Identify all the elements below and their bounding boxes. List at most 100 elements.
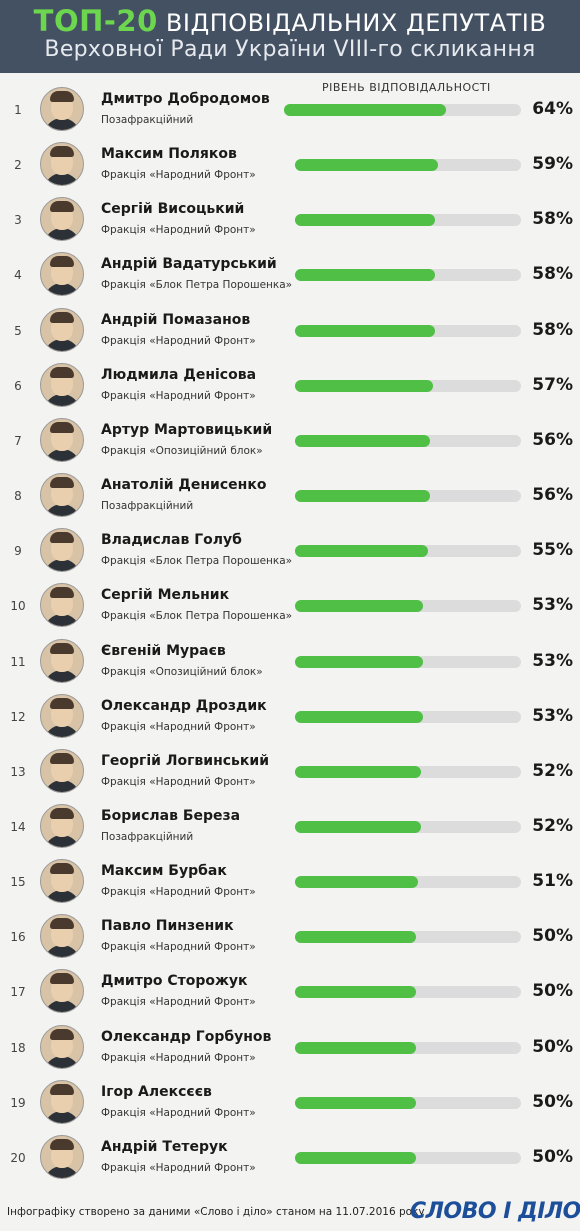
avatar-hair: [50, 91, 74, 102]
deputy-name: Андрій Вадатурський: [101, 256, 277, 273]
bar-fill: [295, 214, 436, 227]
bar-track: [295, 820, 521, 833]
avatar: [40, 693, 84, 738]
bar-track: [295, 269, 521, 282]
rank-number: 4: [14, 268, 22, 283]
rank-number: 10: [10, 599, 26, 614]
avatar-hair: [50, 311, 74, 323]
rank-number: 11: [10, 654, 26, 669]
deputy-name: Дмитро Сторожук: [101, 973, 248, 990]
deputy-faction: Фракція «Блок Петра Порошенка»: [101, 279, 293, 292]
rank-number: 12: [10, 709, 26, 724]
avatar: [40, 803, 84, 848]
ranking-row: 5 Андрій Помазанов Фракція «Народний Фронт…: [0, 303, 580, 358]
avatar: [40, 362, 84, 407]
title-accent: ТОП-20: [33, 4, 158, 38]
avatar: [40, 197, 84, 242]
avatar: [40, 914, 84, 959]
bar-fill: [295, 545, 428, 558]
deputy-faction: Фракція «Народний Фронт»: [101, 996, 256, 1009]
bar-fill: [295, 765, 421, 778]
rank-number: 5: [14, 323, 22, 338]
avatar-hair: [50, 201, 74, 213]
value-label: 50%: [532, 1091, 573, 1112]
deputy-name: Борислав Береза: [101, 807, 241, 824]
bar-track: [295, 379, 521, 392]
deputy-faction: Фракція «Народний Фронт»: [101, 389, 256, 402]
value-label: 53%: [532, 650, 573, 671]
deputy-faction: Фракція «Народний Фронт»: [101, 224, 256, 237]
bar-fill: [295, 269, 436, 282]
value-label: 58%: [532, 209, 573, 230]
value-label: 51%: [532, 871, 573, 892]
avatar-body: [44, 1165, 80, 1178]
rank-number: 2: [14, 158, 22, 173]
value-label: 52%: [532, 815, 573, 836]
title-rest: ВІДПОВІДАЛЬНИХ ДЕПУТАТІВ: [165, 9, 547, 37]
bar-track: [295, 1096, 521, 1109]
avatar-hair: [50, 807, 74, 819]
bar-fill: [295, 820, 421, 833]
avatar-hair: [50, 752, 74, 764]
value-label: 50%: [532, 926, 573, 947]
rank-number: 20: [10, 1150, 26, 1165]
bar-fill: [295, 324, 436, 337]
avatar-body: [44, 118, 80, 130]
avatar-body: [44, 173, 80, 186]
deputy-name: Максим Поляков: [101, 146, 237, 163]
deputy-name: Павло Пинзеник: [101, 918, 234, 935]
avatar-body: [44, 338, 80, 351]
avatar-hair: [50, 642, 74, 654]
deputy-name: Євгеній Мураєв: [101, 642, 226, 659]
page-subtitle: Верховної Ради України VIII-го скликання: [44, 37, 536, 62]
ranking-row: 17 Дмитро Сторожук Фракція «Народний Фронт…: [0, 964, 580, 1019]
ranking-row: 9 Владислав Голуб Фракція «Блок Петра Поро…: [0, 523, 580, 578]
value-label: 57%: [532, 374, 573, 395]
avatar: [40, 528, 84, 573]
value-label: 50%: [532, 981, 573, 1002]
deputy-faction: Фракція «Блок Петра Порошенка»: [101, 610, 293, 623]
ranking-row: 16 Павло Пинзеник Фракція «Народний Фронт»…: [0, 909, 580, 964]
rank-number: 18: [10, 1040, 26, 1055]
avatar-body: [44, 1110, 80, 1123]
avatar: [40, 583, 84, 628]
avatar-hair: [50, 1138, 74, 1150]
bar-track: [295, 986, 521, 999]
avatar: [40, 1079, 84, 1124]
avatar-body: [44, 448, 80, 461]
avatar-hair: [50, 587, 74, 599]
avatar: [40, 87, 84, 131]
avatar: [40, 307, 84, 352]
bar-track: [295, 876, 521, 889]
deputy-name: Олександр Дроздик: [101, 697, 267, 714]
deputy-faction: Фракція «Народний Фронт»: [101, 775, 256, 788]
ranking-row: 18 Олександр Горбунов Фракція «Народний Фр…: [0, 1020, 580, 1075]
bar-fill: [295, 490, 431, 503]
value-label: 58%: [532, 264, 573, 285]
bar-track: [295, 710, 521, 723]
value-label: 56%: [532, 485, 573, 506]
ranking-row: 19 Ігор Алексєєв Фракція «Народний Фронт» 5…: [0, 1075, 580, 1130]
avatar-body: [44, 834, 80, 847]
deputy-faction: Фракція «Народний Фронт»: [101, 1051, 256, 1064]
rank-number: 3: [14, 213, 22, 228]
avatar: [40, 473, 84, 518]
avatar-hair: [50, 973, 74, 985]
value-label: 50%: [532, 1036, 573, 1057]
avatar-body: [44, 393, 80, 406]
bar-track: [295, 324, 521, 337]
bar-track: [284, 104, 521, 116]
rank-number: 8: [14, 489, 22, 504]
deputy-name: Сергій Мельник: [101, 587, 230, 604]
avatar-body: [44, 890, 80, 903]
bar-track: [295, 545, 521, 558]
rank-number: 14: [10, 819, 26, 834]
avatar-body: [44, 228, 80, 241]
rank-number: 13: [10, 764, 26, 779]
slovo-i-dilo-logo: СЛОВО І ДІЛО: [410, 1195, 580, 1231]
avatar-body: [44, 283, 80, 296]
rank-number: 16: [10, 930, 26, 945]
rank-number: 17: [10, 985, 26, 1000]
avatar-body: [44, 1000, 80, 1013]
deputy-faction: Позафракційний: [101, 830, 194, 843]
